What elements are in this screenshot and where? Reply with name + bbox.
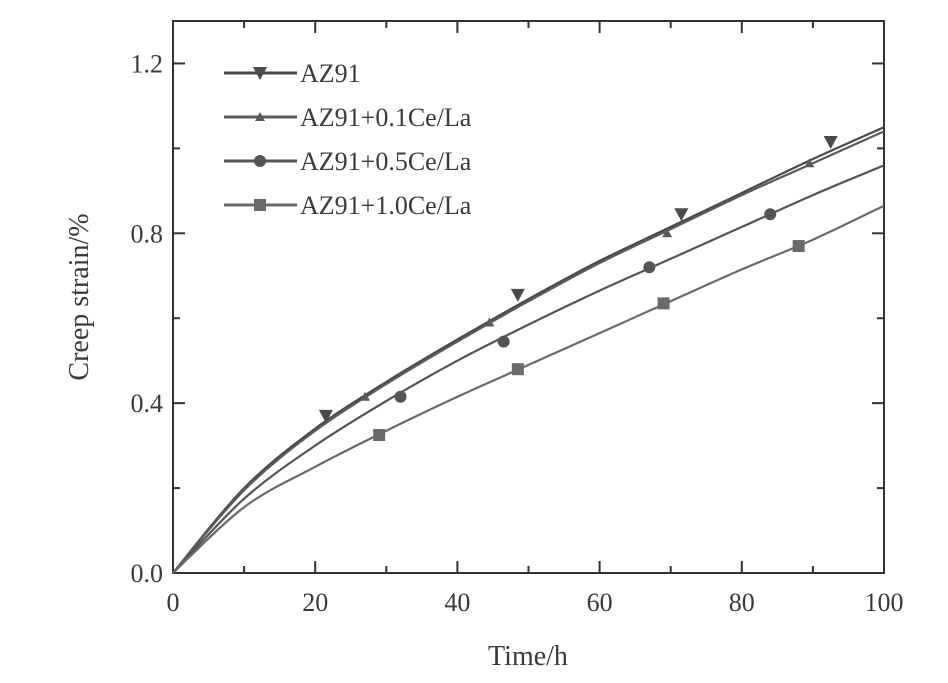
data-point-series-4: [657, 297, 670, 310]
data-point-series-3: [394, 390, 407, 403]
data-point-series-2: [359, 391, 370, 401]
data-point-series-3: [497, 335, 510, 348]
legend-marker-2: [255, 112, 265, 121]
legend-label-1: AZ91: [300, 59, 361, 88]
x-tick-label: 100: [865, 588, 904, 617]
y-tick-label: 0.4: [131, 389, 164, 418]
legend-label-3: AZ91+0.5Ce/La: [300, 147, 472, 176]
x-tick-label: 20: [302, 588, 328, 617]
data-point-series-2: [804, 158, 815, 168]
y-tick-label: 0.8: [131, 219, 164, 248]
y-axis-label: Creep strain/%: [64, 213, 95, 380]
data-point-series-3: [764, 208, 777, 221]
x-tick-label: 0: [167, 588, 180, 617]
series-curve-1: [172, 126, 885, 574]
legend-marker-4: [254, 199, 266, 211]
data-point-series-2: [484, 317, 495, 327]
x-tick-label: 40: [444, 588, 470, 617]
data-point-series-2: [662, 228, 673, 238]
data-point-series-1: [823, 136, 838, 150]
tick-labels: 0 20 40 60 80 100 0.0 0.4 0.8 1.2: [131, 49, 904, 617]
legend-marker-3: [254, 155, 266, 167]
legend-label-2: AZ91+0.1Ce/La: [300, 103, 472, 132]
plot-frame: [172, 20, 885, 574]
fit-curves: [172, 126, 885, 574]
series-curve-4: [172, 204, 885, 574]
y-tick-label: 0.0: [131, 559, 164, 588]
x-axis-label: Time/h: [488, 641, 568, 672]
legend-label-4: AZ91+1.0Ce/La: [300, 191, 472, 220]
series-curve-3: [172, 164, 885, 574]
data-point-series-1: [510, 288, 525, 302]
y-tick-label: 1.2: [131, 49, 164, 78]
data-point-series-1: [318, 409, 333, 423]
data-point-series-4: [792, 240, 805, 253]
data-point-series-1: [674, 208, 689, 222]
legend-marker-1: [253, 67, 267, 80]
data-point-series-4: [511, 363, 524, 376]
series-curve-2: [172, 130, 885, 574]
data-markers: [318, 136, 838, 441]
legend: AZ91 AZ91+0.1Ce/La AZ91+0.5Ce/La AZ91+1.0Ce…: [224, 59, 472, 220]
x-tick-label: 80: [729, 588, 755, 617]
data-point-series-3: [643, 261, 656, 274]
x-tick-label: 60: [587, 588, 613, 617]
data-point-series-4: [373, 429, 386, 441]
axis-ticks: [172, 21, 885, 574]
